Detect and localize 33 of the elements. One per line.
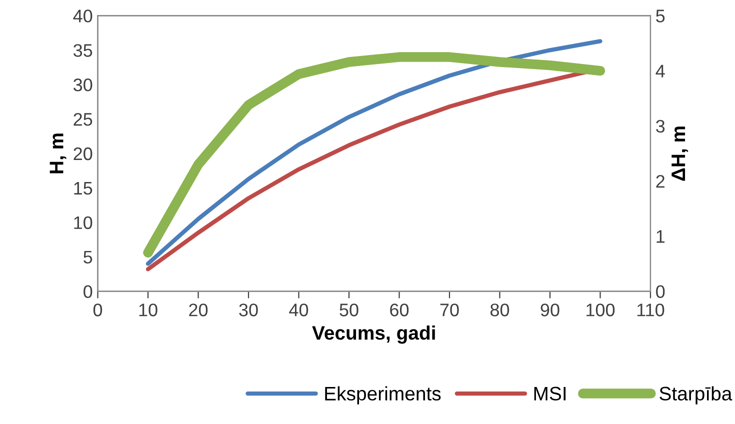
x-tick-label: 70 <box>440 304 459 316</box>
y-tick-label: 0 <box>84 285 92 298</box>
y2-axis-title: ΔH, m <box>672 126 688 181</box>
x-tick-label: 80 <box>490 304 510 316</box>
x-tick-label: 100 <box>586 304 615 316</box>
x-tick-label: 40 <box>289 304 308 316</box>
x-tick-label: 60 <box>390 304 409 316</box>
x-tick-label: 30 <box>239 304 258 316</box>
y-tick-label: 5 <box>84 250 92 264</box>
y2-tick-label: 0 <box>656 285 665 298</box>
y2-tick-label: 2 <box>656 174 664 188</box>
x-tick-label: 20 <box>189 304 208 316</box>
y-tick-label: 15 <box>74 182 92 195</box>
x-axis-title: Vecums, gadi <box>312 325 435 344</box>
x-tick-label: 10 <box>139 304 158 316</box>
y-axis-title: H, m <box>50 134 66 174</box>
y-tick-label: 20 <box>74 147 92 160</box>
y-tick-label: 25 <box>74 112 92 126</box>
legend-label: MSI <box>534 386 566 401</box>
y-tick-label: 40 <box>73 10 92 22</box>
legend-label: Starpība <box>660 386 732 404</box>
legend-label: Eksperiments <box>325 386 441 404</box>
y2-tick-label: 5 <box>656 10 665 22</box>
x-tick-label: 110 <box>637 304 664 316</box>
x-tick-label: 50 <box>340 304 358 316</box>
y2-tick-label: 4 <box>656 64 665 78</box>
y2-tick-label: 3 <box>656 120 665 133</box>
y-tick-label: 30 <box>74 78 92 92</box>
y2-tick-label: 1 <box>656 230 664 243</box>
y-tick-label: 35 <box>74 44 92 57</box>
y-tick-label: 10 <box>74 216 92 230</box>
x-tick-label: 0 <box>93 304 102 316</box>
x-tick-label: 90 <box>540 304 560 316</box>
